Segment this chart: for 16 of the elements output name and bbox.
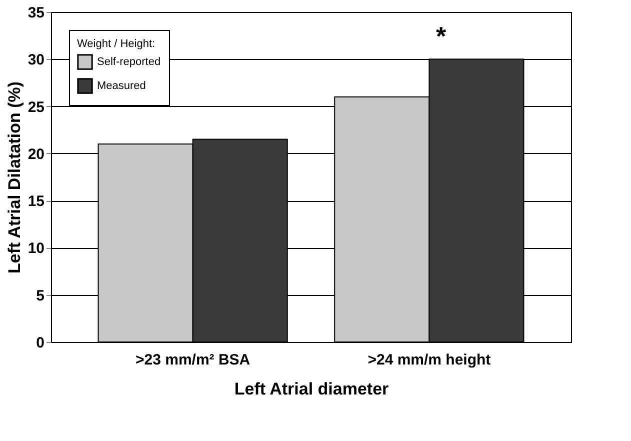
y-tick-label: 5	[36, 287, 44, 304]
y-tick-label: 15	[28, 193, 44, 210]
x-axis-title: Left Atrial diameter	[234, 380, 390, 398]
y-tick-label: 20	[28, 146, 44, 163]
annotation: *	[436, 21, 447, 51]
x-tick-label: >24 mm/m height	[368, 352, 491, 368]
y-tick-label: 35	[28, 4, 44, 22]
y-tick-label: 10	[28, 240, 44, 258]
y-tick-label: 30	[28, 52, 44, 69]
y-tick-label: 25	[28, 98, 44, 116]
legend-title: Weight / Height:	[77, 38, 156, 50]
legend-label: Self-reported	[97, 56, 161, 68]
y-tick-label: 0	[36, 334, 44, 352]
y-axis-title: Left Atrial Dilatation (%)	[4, 81, 24, 274]
x-tick-label: >23 mm/m² BSA	[136, 352, 250, 368]
legend-label: Measured	[97, 80, 146, 92]
